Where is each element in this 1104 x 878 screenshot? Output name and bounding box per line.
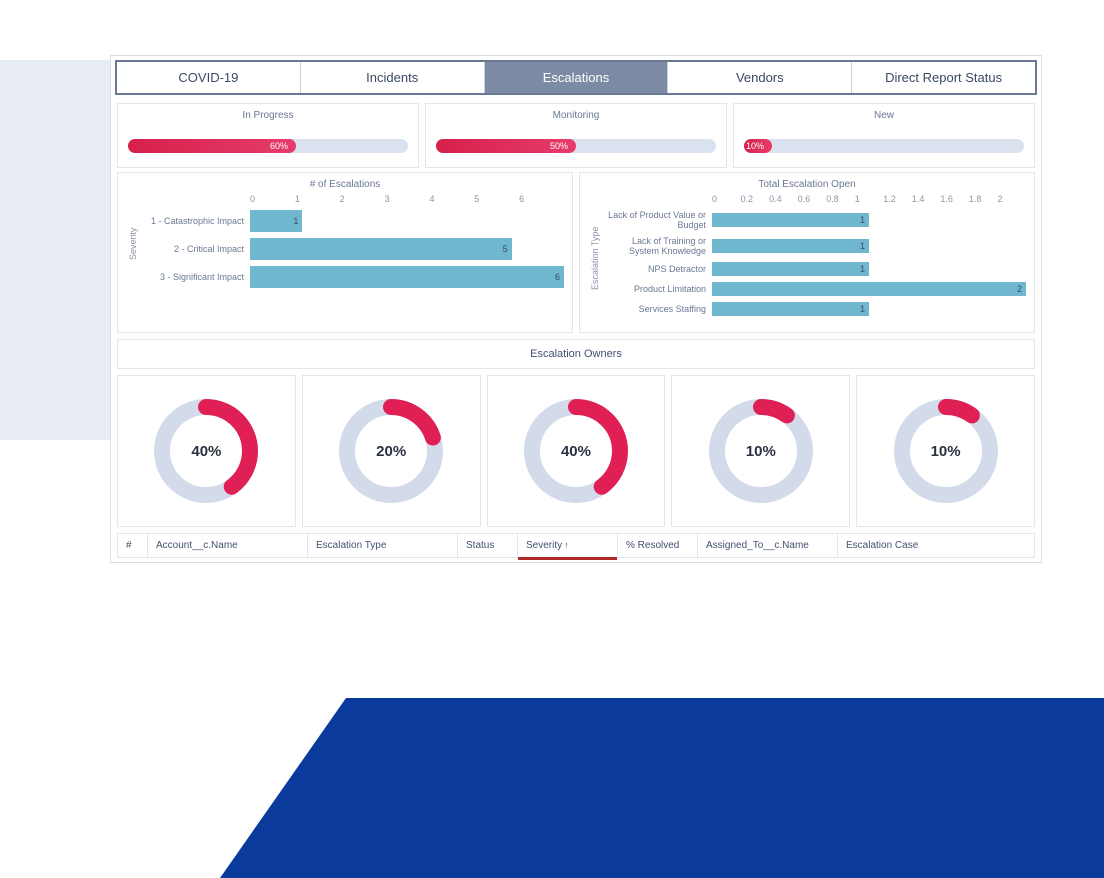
chart-title: Total Escalation Open	[588, 179, 1026, 190]
escalations-table-header: #Account__c.NameEscalation TypeStatusSev…	[117, 533, 1035, 558]
x-ticks: 00.20.40.60.811.21.41.61.82	[602, 194, 1026, 204]
status-card-monitoring: Monitoring 50%	[425, 103, 727, 168]
bar-row: Product Limitation2	[602, 282, 1026, 296]
column-header[interactable]: Account__c.Name	[148, 534, 308, 557]
donut-chart: 10%	[706, 396, 816, 506]
bar-fill: 1	[712, 213, 869, 227]
tab-vendors[interactable]: Vendors	[668, 62, 852, 93]
bar-fill: 1	[712, 302, 869, 316]
owner-card: 40%	[487, 375, 666, 527]
bar-fill: 1	[250, 210, 302, 232]
status-title: Monitoring	[436, 110, 716, 121]
bar-row: Services Staffing1	[602, 302, 1026, 316]
owner-card: 10%	[671, 375, 850, 527]
bar-track: 1	[712, 302, 1026, 316]
bar-label: Lack of Product Value or Budget	[602, 210, 712, 230]
bar-row: 3 - Significant Impact6	[140, 266, 564, 288]
escalations-dashboard: COVID-19IncidentsEscalationsVendorsDirec…	[110, 55, 1042, 563]
donut-label: 40%	[151, 396, 261, 506]
bar-track: 1	[250, 210, 564, 232]
progress-fill: 60%	[128, 139, 296, 153]
status-cards-row: In Progress 60% Monitoring 50% New 10%	[111, 99, 1041, 172]
bar-row: NPS Detractor1	[602, 262, 1026, 276]
tab-covid-19[interactable]: COVID-19	[117, 62, 301, 93]
bar-track: 5	[250, 238, 564, 260]
bar-label: Product Limitation	[602, 284, 712, 294]
owner-card: 40%	[117, 375, 296, 527]
tab-incidents[interactable]: Incidents	[301, 62, 485, 93]
owner-card: 10%	[856, 375, 1035, 527]
tab-direct-report-status[interactable]: Direct Report Status	[852, 62, 1035, 93]
progress-fill: 10%	[744, 139, 772, 153]
x-ticks: 0123456	[140, 194, 564, 204]
progress-bar: 60%	[128, 139, 408, 153]
status-card-in-progress: In Progress 60%	[117, 103, 419, 168]
bar-fill: 2	[712, 282, 1026, 296]
type-chart: Total Escalation Open Escalation Type 00…	[579, 172, 1035, 333]
status-title: New	[744, 110, 1024, 121]
tab-escalations[interactable]: Escalations	[485, 62, 669, 93]
progress-bar: 10%	[744, 139, 1024, 153]
column-header[interactable]: Status	[458, 534, 518, 557]
y-axis-label: Severity	[126, 194, 140, 294]
bar-track: 1	[712, 262, 1026, 276]
owner-card: 20%	[302, 375, 481, 527]
bar-fill: 1	[712, 239, 869, 253]
bar-track: 1	[712, 239, 1026, 253]
sort-indicator	[518, 557, 617, 560]
bar-fill: 5	[250, 238, 512, 260]
donut-chart: 20%	[336, 396, 446, 506]
donut-chart: 40%	[521, 396, 631, 506]
progress-fill: 50%	[436, 139, 576, 153]
sort-arrow-icon: ↑	[564, 540, 569, 550]
progress-bar: 50%	[436, 139, 716, 153]
bar-fill: 6	[250, 266, 564, 288]
bar-label: 3 - Significant Impact	[140, 272, 250, 282]
donut-chart: 10%	[891, 396, 1001, 506]
column-header[interactable]: Escalation Type	[308, 534, 458, 557]
y-axis-label: Escalation Type	[588, 194, 602, 322]
bar-track: 2	[712, 282, 1026, 296]
bar-row: Lack of Training or System Knowledge1	[602, 236, 1026, 256]
donut-chart: 40%	[151, 396, 261, 506]
owners-header: Escalation Owners	[117, 339, 1035, 369]
status-title: In Progress	[128, 110, 408, 121]
severity-chart: # of Escalations Severity 0123456 1 - Cat…	[117, 172, 573, 333]
bar-label: Services Staffing	[602, 304, 712, 314]
bar-row: 1 - Catastrophic Impact1	[140, 210, 564, 232]
bar-charts-row: # of Escalations Severity 0123456 1 - Cat…	[111, 172, 1041, 339]
donut-label: 10%	[891, 396, 1001, 506]
chart-title: # of Escalations	[126, 179, 564, 190]
donut-label: 20%	[336, 396, 446, 506]
bar-track: 6	[250, 266, 564, 288]
background-decor-bottom	[220, 698, 1104, 878]
tab-bar: COVID-19IncidentsEscalationsVendorsDirec…	[115, 60, 1037, 95]
bar-label: 2 - Critical Impact	[140, 244, 250, 254]
bar-label: Lack of Training or System Knowledge	[602, 236, 712, 256]
column-header[interactable]: Escalation Case	[838, 534, 948, 557]
bar-track: 1	[712, 213, 1026, 227]
donut-label: 40%	[521, 396, 631, 506]
status-card-new: New 10%	[733, 103, 1035, 168]
donut-label: 10%	[706, 396, 816, 506]
bar-label: 1 - Catastrophic Impact	[140, 216, 250, 226]
column-header[interactable]: Severity↑	[518, 534, 618, 557]
bar-row: Lack of Product Value or Budget1	[602, 210, 1026, 230]
bar-label: NPS Detractor	[602, 264, 712, 274]
bar-row: 2 - Critical Impact5	[140, 238, 564, 260]
bar-fill: 1	[712, 262, 869, 276]
owners-row: 40% 20% 40% 10% 10%	[111, 369, 1041, 533]
column-header[interactable]: #	[118, 534, 148, 557]
column-header[interactable]: % Resolved	[618, 534, 698, 557]
column-header[interactable]: Assigned_To__c.Name	[698, 534, 838, 557]
